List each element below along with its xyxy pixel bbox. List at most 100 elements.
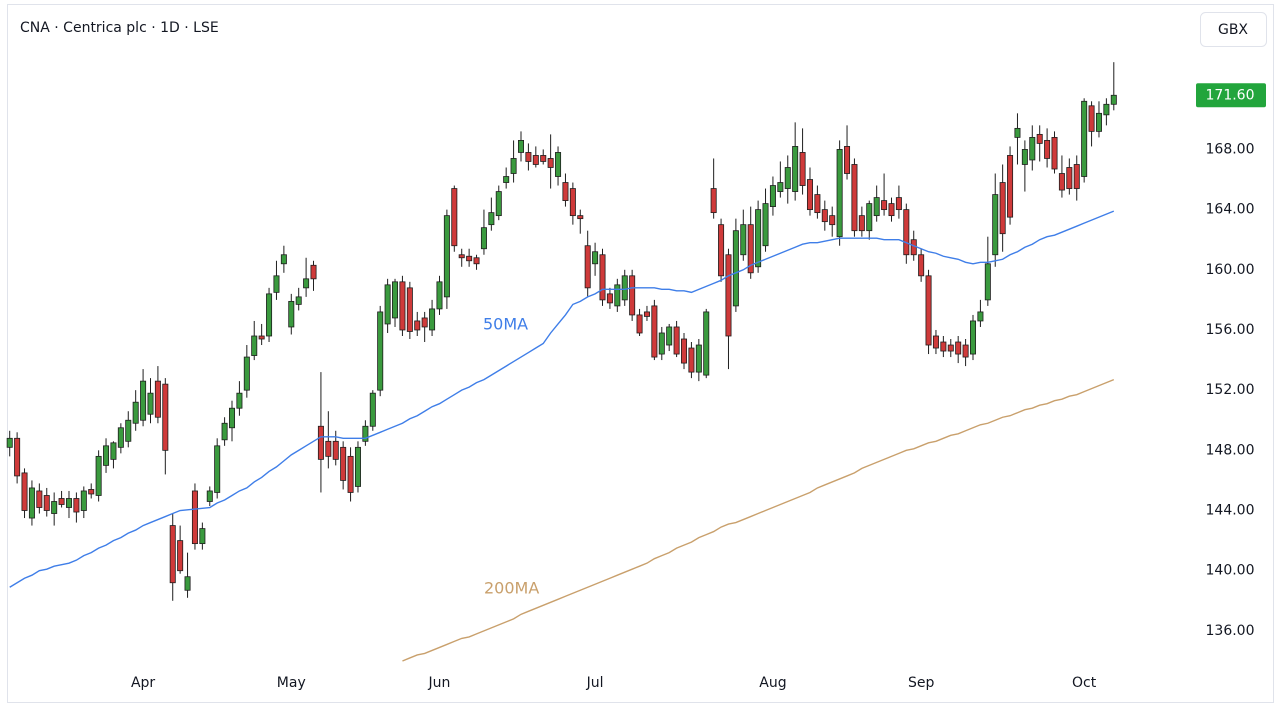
candle-body <box>1081 100 1088 177</box>
candle-body <box>851 164 858 232</box>
candle-body <box>132 401 139 424</box>
candle-body <box>88 489 95 495</box>
x-tick-label: Jul <box>586 675 604 691</box>
candle-body <box>984 263 991 301</box>
candle-body <box>273 275 280 293</box>
candle-body <box>925 275 932 346</box>
candle-body <box>569 188 576 217</box>
candle-body <box>962 344 969 358</box>
y-tick-label: 160.00 <box>1206 262 1255 278</box>
currency-button[interactable] <box>1200 12 1267 47</box>
candle-body <box>858 215 865 232</box>
candle-body <box>762 203 769 247</box>
candle-body <box>206 490 213 502</box>
x-tick-label: May <box>277 675 306 691</box>
candle-body <box>258 335 265 340</box>
candle-body <box>429 308 436 331</box>
candle-body <box>288 300 295 328</box>
candle-body <box>325 440 332 457</box>
candle-body <box>895 197 902 211</box>
candle-body <box>332 440 339 460</box>
candle-body <box>310 264 317 280</box>
candle-body <box>592 251 599 265</box>
candle-body <box>999 182 1006 235</box>
candle-body <box>636 314 643 334</box>
candle-body <box>1014 127 1021 138</box>
candle-body <box>1044 140 1051 159</box>
candle-body <box>821 209 828 223</box>
candle-body <box>651 305 658 358</box>
y-tick-label: 164.00 <box>1206 202 1255 218</box>
y-tick-label: 168.00 <box>1206 141 1255 157</box>
candle-body <box>784 167 791 189</box>
candle-body <box>703 311 710 376</box>
candle-body <box>947 344 954 352</box>
candle-body <box>977 311 984 322</box>
ma-label: 200MA <box>484 579 539 598</box>
candle-body <box>251 335 258 356</box>
candle-body <box>28 487 35 519</box>
candle-body <box>488 212 495 226</box>
candle-body <box>792 146 799 192</box>
candle-body <box>191 490 198 545</box>
candle-body <box>199 528 206 545</box>
candle-body <box>169 525 176 584</box>
candle-body <box>236 392 243 409</box>
candle-body <box>503 176 510 183</box>
candle-body <box>910 239 917 256</box>
chart-frame <box>7 4 1274 703</box>
candle-body <box>755 209 762 268</box>
candle-body <box>1007 155 1014 218</box>
candle-body <box>51 501 58 514</box>
candle-body <box>14 437 21 477</box>
candle-body <box>125 419 132 442</box>
candle-body <box>1051 136 1058 170</box>
candle-body <box>414 320 421 331</box>
ma-line <box>9 210 1115 588</box>
candle-body <box>629 275 636 316</box>
candle-body <box>147 392 154 415</box>
candle-body <box>421 317 428 328</box>
candle-body <box>303 278 310 289</box>
candle-body <box>695 344 702 373</box>
candle-body <box>844 146 851 174</box>
candle-body <box>525 152 532 162</box>
candle-body <box>940 341 947 352</box>
candle-body <box>562 182 569 201</box>
candle-body <box>732 230 739 307</box>
candle-body <box>377 311 384 391</box>
candle-body <box>162 383 169 451</box>
candle-body <box>532 155 539 165</box>
x-tick-label: Aug <box>759 675 786 691</box>
candle-body <box>295 296 302 305</box>
candle-body <box>955 341 962 355</box>
candle-body <box>65 498 72 508</box>
y-tick-label: 156.00 <box>1206 322 1255 338</box>
candle-body <box>881 200 888 211</box>
candle-body <box>95 455 102 496</box>
candle-body <box>547 158 554 168</box>
candle-body <box>799 152 806 186</box>
candle-body <box>658 332 665 355</box>
candle-body <box>555 152 562 177</box>
candle-body <box>510 158 517 174</box>
candle-body <box>436 281 443 310</box>
candle-body <box>369 392 376 427</box>
candle-body <box>354 446 361 487</box>
x-tick-label: Jun <box>428 675 451 691</box>
candle-body <box>280 254 287 265</box>
candle-body <box>1073 164 1080 189</box>
candle-body <box>347 455 354 493</box>
candle-body <box>806 179 813 211</box>
candle-body <box>577 215 584 220</box>
currency-label[interactable]: GBX <box>1218 22 1248 38</box>
y-tick-label: 140.00 <box>1206 563 1255 579</box>
candle-body <box>970 320 977 355</box>
candle-body <box>584 245 591 289</box>
candle-body <box>103 445 110 466</box>
candle-body <box>718 224 725 277</box>
candle-body <box>451 188 458 247</box>
candle-body <box>243 356 250 391</box>
candle-body <box>177 540 184 572</box>
